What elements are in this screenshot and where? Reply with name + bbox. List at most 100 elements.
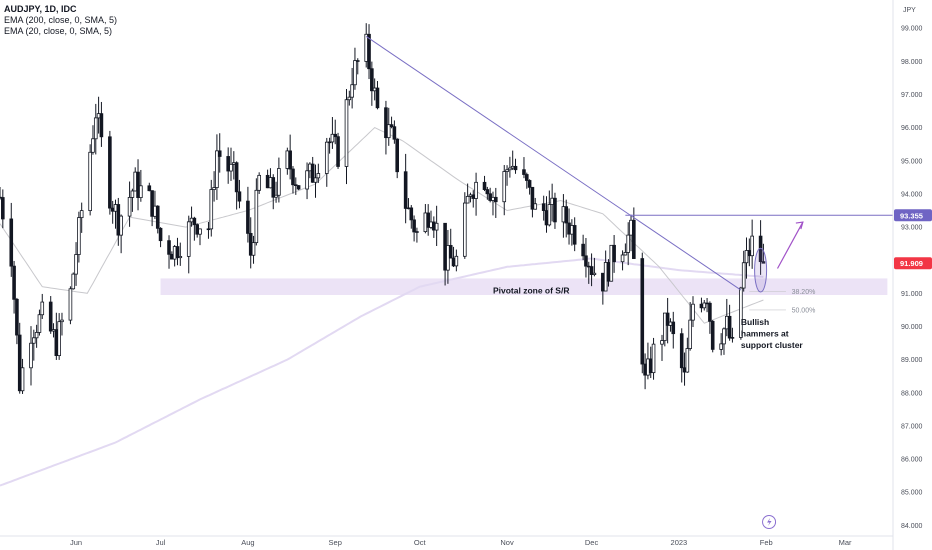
candle-body: [355, 60, 360, 62]
candle-body: [327, 141, 332, 144]
candle-body: [316, 173, 321, 179]
candle-body: [274, 194, 278, 198]
chart-legend: AUDJPY, 1D, IDC EMA (200, close, 0, SMA,…: [4, 4, 117, 37]
candle-body: [454, 255, 459, 267]
candle-body: [350, 84, 354, 98]
candle-body: [91, 138, 95, 153]
candle-body: [305, 170, 309, 190]
candle-body: [68, 288, 73, 321]
candle-body: [705, 302, 709, 305]
downtrend-line[interactable]: [365, 36, 742, 291]
candle-body: [761, 261, 766, 264]
candle-body: [195, 224, 199, 235]
x-tick-label: 2023: [671, 538, 688, 547]
y-tick-label: 85.000: [901, 490, 923, 497]
candle-body: [702, 302, 707, 309]
x-tick-label: Feb: [760, 538, 773, 547]
candle-body: [443, 222, 447, 271]
candle-body: [708, 302, 712, 322]
candle-body: [127, 197, 132, 217]
candle-body: [265, 174, 270, 189]
candle-body: [409, 207, 414, 221]
candle-body: [699, 303, 704, 309]
candle-body: [1, 197, 5, 220]
candle-body: [167, 240, 171, 255]
projection-arrow-head: [795, 221, 804, 230]
candle-body: [426, 212, 430, 228]
candle-body: [110, 207, 115, 212]
candle-body: [465, 196, 470, 204]
candle-body: [482, 181, 487, 190]
fib-level-label: 38.20%: [792, 289, 816, 296]
candle-body: [567, 222, 571, 235]
candle-body: [116, 204, 121, 236]
legend-ema200[interactable]: EMA (200, close, 0, SMA, 5): [4, 15, 118, 25]
candle-body: [547, 204, 552, 226]
candle-body: [646, 358, 650, 376]
candle-body: [550, 197, 554, 205]
candle-body: [685, 348, 690, 373]
y-tick-label: 97.000: [901, 92, 923, 99]
candle-body: [513, 165, 518, 171]
candle-body: [119, 215, 123, 236]
candle-body: [589, 266, 594, 275]
candle-body: [372, 87, 377, 92]
candle-body: [158, 227, 163, 242]
candle-body: [474, 181, 478, 199]
candle-body: [370, 68, 374, 92]
candle-body: [333, 133, 338, 138]
candle-body: [429, 221, 433, 228]
y-tick-label: 90.000: [901, 324, 923, 331]
candle-body: [234, 162, 239, 193]
candle-body: [485, 189, 490, 195]
candle-body: [60, 319, 64, 323]
candle-body: [198, 228, 202, 235]
legend-ema20[interactable]: EMA (20, close, 0, SMA, 5): [4, 26, 113, 36]
candle-body: [603, 262, 608, 292]
candle-body: [730, 337, 735, 339]
candle-body: [488, 193, 492, 201]
candle-body: [463, 202, 467, 257]
candle-body: [170, 253, 174, 260]
candle-body: [12, 265, 16, 300]
candle-body: [246, 200, 250, 234]
candle-body: [640, 258, 645, 365]
x-tick-label: Mar: [839, 538, 852, 547]
candle-body: [584, 255, 588, 267]
pivot-zone: [160, 278, 888, 296]
legend-symbol[interactable]: AUDJPY, 1D, IDC: [4, 4, 77, 14]
candle-body: [389, 124, 394, 128]
candle-body: [291, 168, 295, 186]
candle-body: [277, 168, 281, 196]
candle-body: [29, 342, 33, 369]
candle-body: [139, 185, 143, 198]
candle-body: [237, 191, 242, 202]
candle-body: [330, 133, 335, 143]
y-tick-label: 96.000: [901, 125, 923, 132]
candle-body: [415, 231, 419, 233]
x-tick-label: Jul: [156, 538, 166, 547]
candle-body: [147, 185, 152, 192]
candle-body: [251, 242, 256, 256]
candle-body: [491, 196, 495, 201]
candle-body: [175, 246, 180, 259]
candle-body: [296, 185, 301, 190]
y-tick-label: 88.000: [901, 390, 923, 397]
candle-body: [54, 329, 59, 357]
candle-body: [533, 203, 538, 210]
candle-body: [57, 321, 61, 357]
candle-body: [20, 367, 25, 392]
candle-body: [189, 217, 194, 223]
candle-body: [423, 212, 428, 233]
candle-body: [544, 210, 549, 226]
last-price-badge-bg: [894, 257, 932, 270]
candle-body: [293, 184, 298, 187]
candle-body: [671, 321, 676, 335]
candle-body: [508, 167, 512, 171]
candle-body: [71, 273, 76, 290]
candle-body: [505, 169, 509, 172]
candle-body: [51, 329, 56, 332]
candle-body: [108, 136, 112, 209]
y-tick-label: 86.000: [901, 457, 923, 464]
